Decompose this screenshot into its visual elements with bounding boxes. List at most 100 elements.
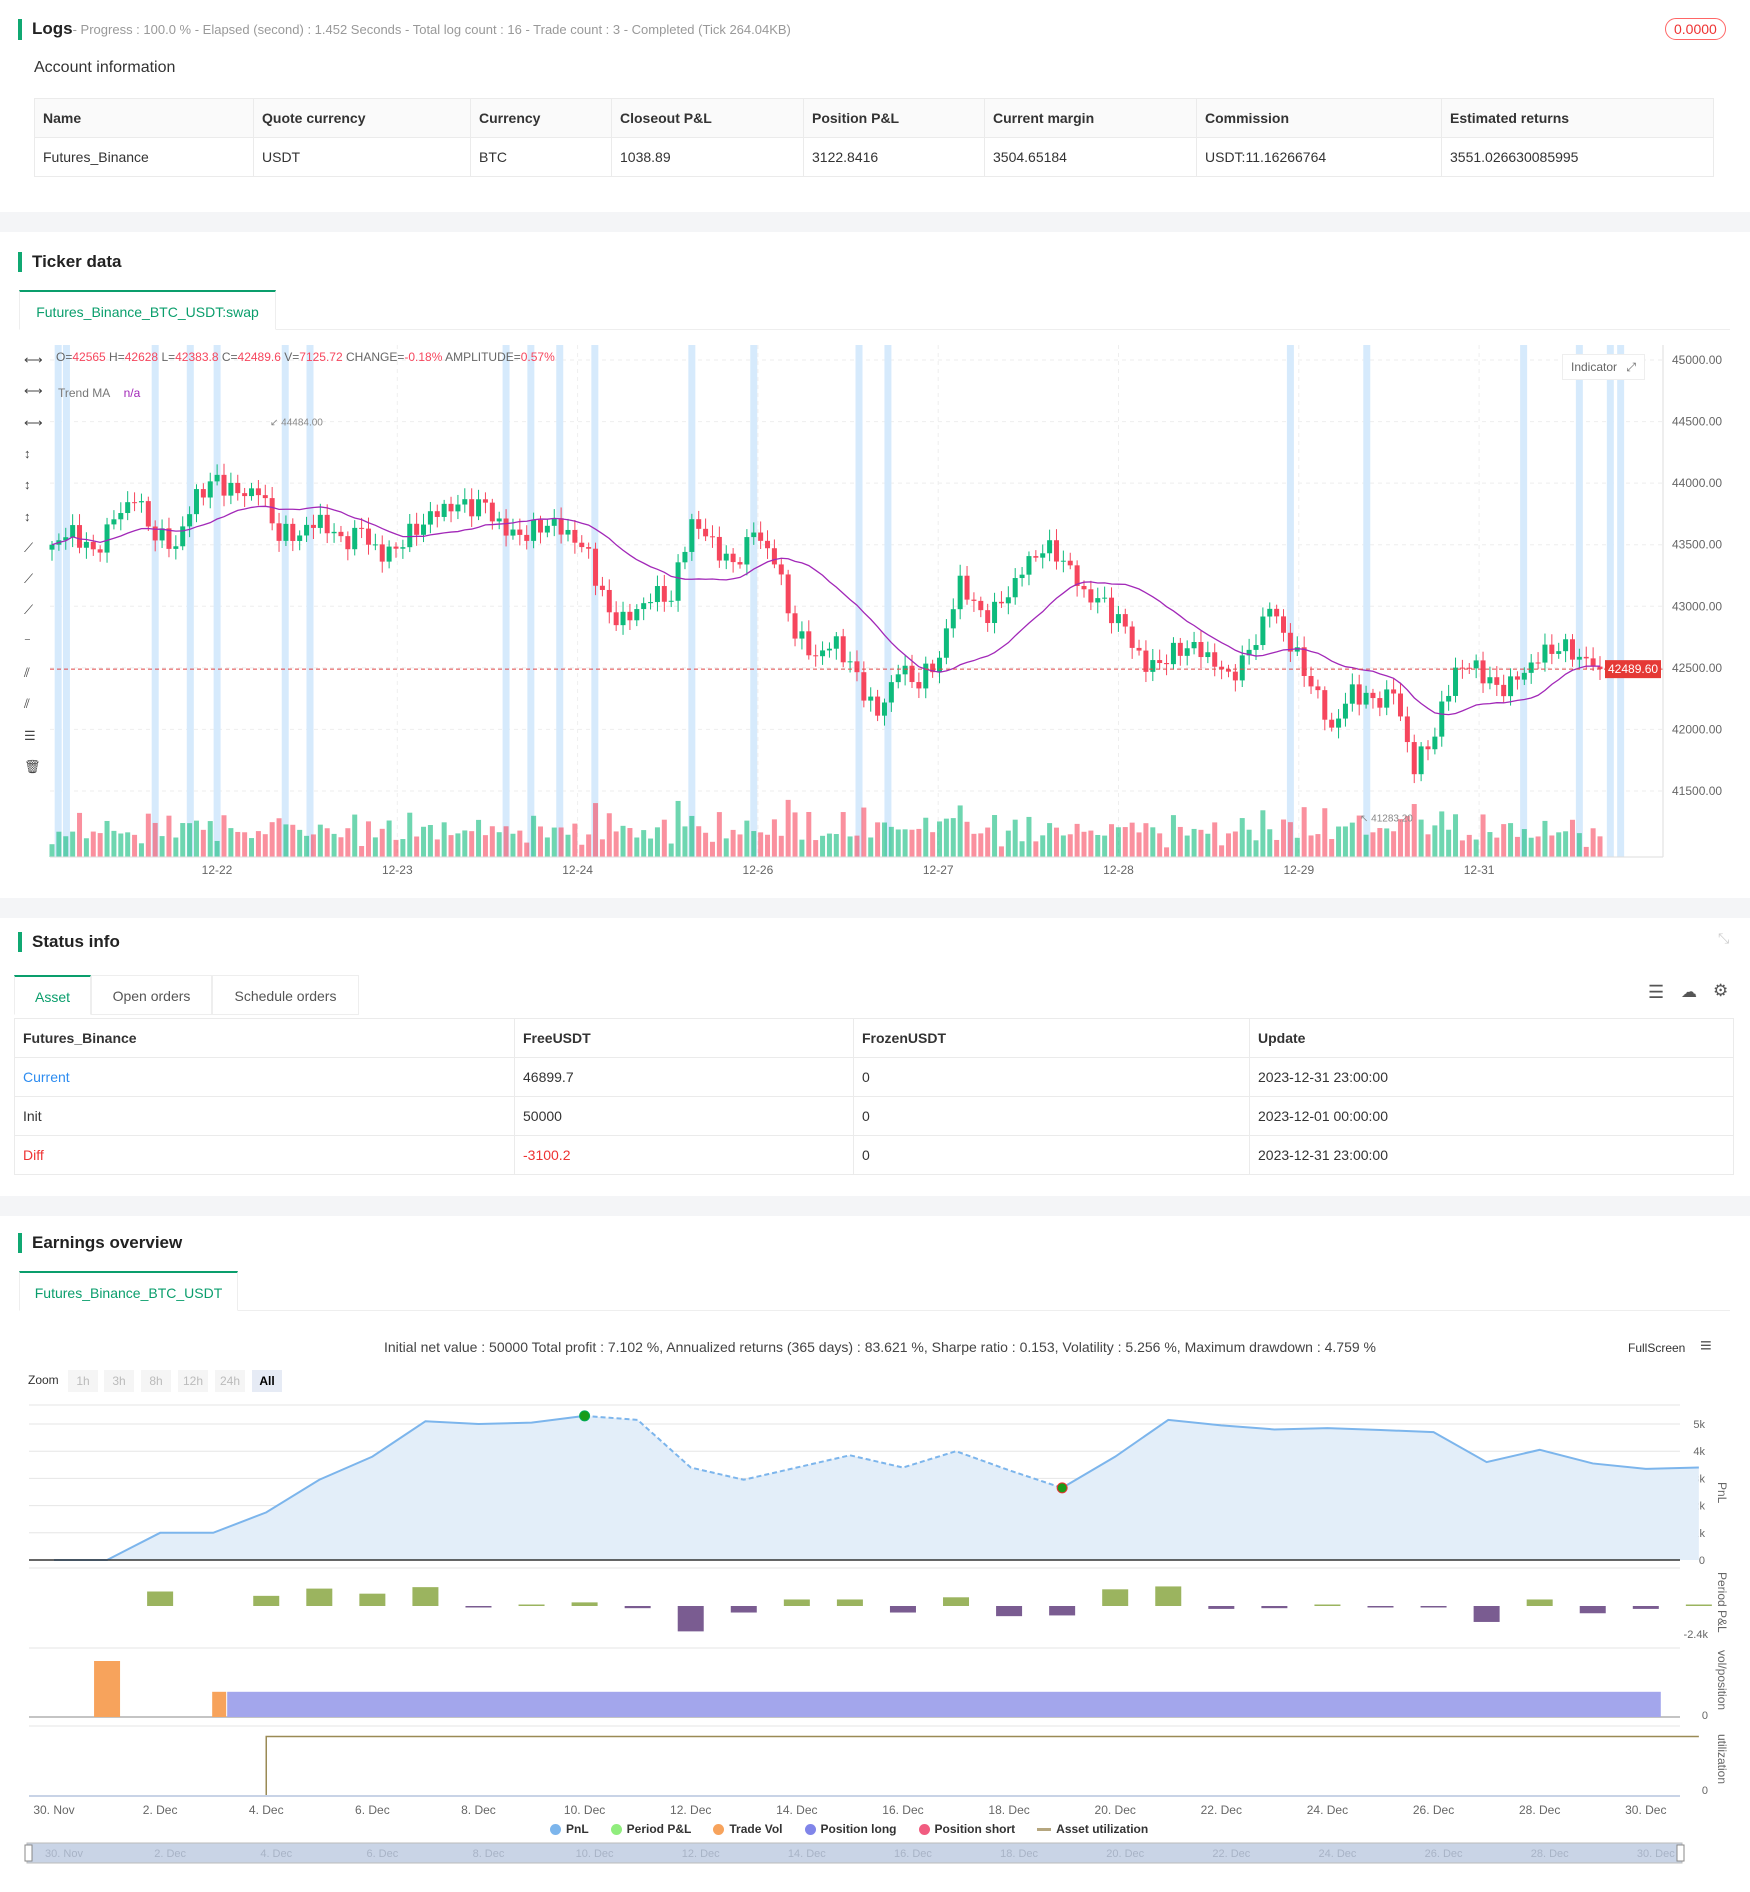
candle-body — [1088, 589, 1094, 603]
list-icon[interactable]: ☰ — [1648, 982, 1665, 1002]
legend-item[interactable]: Trade Vol — [713, 1822, 783, 1836]
y-tick-label: 44000.00 — [1672, 476, 1722, 490]
navigator-tick-label[interactable]: 4. Dec — [260, 1848, 292, 1860]
segment-line-icon[interactable]: ⟋ — [24, 602, 34, 618]
navigator-tick-label[interactable]: 8. Dec — [473, 1848, 505, 1860]
navigator-tick-label[interactable]: 18. Dec — [1000, 1848, 1038, 1860]
horizontal-ray-icon[interactable]: ⟷ — [24, 383, 43, 399]
period-pnl-bar — [465, 1606, 492, 1608]
legend-item[interactable]: PnL — [550, 1822, 589, 1836]
navigator-tick-label[interactable]: 30. Nov — [45, 1848, 83, 1860]
candle-body — [1170, 642, 1176, 665]
candle-body — [200, 489, 206, 498]
candle-body — [806, 631, 812, 656]
row-label-current[interactable]: Current — [14, 1057, 515, 1097]
navigator-tick-label[interactable]: 14. Dec — [788, 1848, 826, 1860]
legend-item[interactable]: Asset utilization — [1037, 1822, 1148, 1836]
period-pnl-bar — [571, 1602, 598, 1606]
trash-icon[interactable]: 🗑 — [24, 758, 41, 774]
fullscreen-button[interactable]: FullScreen — [1628, 1341, 1686, 1355]
collapse-icon[interactable]: ⤡ — [1718, 930, 1730, 946]
zoom-24h[interactable]: 24h — [215, 1370, 245, 1392]
price-label-icon[interactable]: ⁻ — [24, 633, 31, 649]
volume-bar — [111, 830, 117, 857]
legend-item[interactable]: Period P&L — [610, 1822, 691, 1836]
tab-ticker-symbol[interactable]: Futures_Binance_BTC_USDT:swap — [19, 290, 276, 330]
volume-bar — [1287, 822, 1293, 857]
period-pnl-bar — [783, 1599, 810, 1606]
volume-bar — [641, 830, 647, 857]
signal-band — [527, 345, 535, 857]
expand-icon[interactable]: ⤢ — [1626, 360, 1636, 374]
candle-body — [1267, 608, 1273, 617]
navigator-tick-label[interactable]: 24. Dec — [1318, 1848, 1356, 1860]
zoom-8h[interactable]: 8h — [141, 1370, 171, 1392]
legend-label: Asset utilization — [1056, 1822, 1149, 1836]
navigator-tick-label[interactable]: 16. Dec — [894, 1848, 932, 1860]
period-pnl-bar — [147, 1591, 174, 1606]
navigator-tick-label[interactable]: 22. Dec — [1212, 1848, 1250, 1860]
status-title: Status info — [18, 932, 120, 952]
volume-bar — [820, 835, 826, 857]
trend-line-icon[interactable]: ⟋ — [24, 539, 34, 555]
navigator-handle-left[interactable] — [24, 1844, 33, 1862]
menu-icon[interactable]: ≡ — [1700, 1335, 1712, 1357]
navigator-tick-label[interactable]: 10. Dec — [576, 1848, 614, 1860]
vertical-ray-icon[interactable]: ↕ — [24, 477, 31, 493]
horizontal-line-icon[interactable]: ⟷ — [24, 352, 43, 367]
candle-body — [1184, 648, 1190, 656]
candle-body — [923, 663, 929, 689]
c-label: C= — [218, 350, 238, 364]
volume-bar — [180, 823, 186, 857]
volume-bar — [868, 837, 874, 857]
signal-band — [306, 345, 314, 857]
tab-earnings-symbol[interactable]: Futures_Binance_BTC_USDT — [19, 1271, 238, 1311]
navigator-tick-label[interactable]: 26. Dec — [1425, 1848, 1463, 1860]
volume-bar — [1294, 837, 1300, 857]
account-info-title: Account information — [34, 59, 176, 76]
parallel-channel-icon[interactable]: ⫽ — [24, 665, 30, 680]
candle-body — [1005, 597, 1011, 604]
navigator-tick-label[interactable]: 30. Dec — [1637, 1848, 1675, 1860]
zoom-all[interactable]: All — [252, 1370, 282, 1392]
tab-open-orders[interactable]: Open orders — [91, 975, 212, 1015]
x-tick-label: 6. Dec — [355, 1803, 390, 1817]
navigator-handle-right[interactable] — [1676, 1844, 1685, 1862]
zoom-3h[interactable]: 3h — [104, 1370, 134, 1392]
volume-bar — [1453, 814, 1459, 857]
volume-bar — [1411, 804, 1417, 857]
tab-asset[interactable]: Asset — [14, 975, 91, 1015]
candle-body — [1232, 671, 1238, 681]
navigator-tick-label[interactable]: 2. Dec — [154, 1848, 186, 1860]
legend-item[interactable]: Position long — [804, 1822, 897, 1836]
indicator-button[interactable]: Indicator ⤢ — [1562, 354, 1645, 380]
cell: 3122.8416 — [803, 137, 985, 177]
zoom-12h[interactable]: 12h — [178, 1370, 208, 1392]
horizontal-lines-icon[interactable]: ☰ — [24, 727, 36, 743]
candle-body — [180, 526, 186, 547]
candle-body — [606, 589, 612, 613]
tab-schedule-orders[interactable]: Schedule orders — [212, 975, 359, 1015]
candlestick-chart[interactable]: 45000.00 44500.00 44000.00 43500.00 43000.00… — [0, 340, 1750, 885]
navigator-tick-label[interactable]: 20. Dec — [1106, 1848, 1144, 1860]
navigator-tick-label[interactable]: 28. Dec — [1531, 1848, 1569, 1860]
period-pnl-bar — [1632, 1606, 1659, 1609]
vertical-segment-icon[interactable]: ↕ — [24, 508, 31, 524]
ray-line-icon[interactable]: ⟋ — [24, 571, 34, 587]
navigator-tick-label[interactable]: 12. Dec — [682, 1848, 720, 1860]
candle-body — [937, 657, 943, 673]
candle-body — [1019, 574, 1025, 579]
volume-bar — [125, 832, 131, 857]
volume-bar — [400, 839, 406, 857]
horizontal-segment-icon[interactable]: ⟷ — [24, 414, 43, 430]
volume-bar — [1356, 815, 1362, 857]
legend-item[interactable]: Position short — [918, 1822, 1016, 1836]
fib-lines-icon[interactable]: ⫽ — [24, 696, 30, 712]
legend-label: Position short — [934, 1822, 1016, 1836]
gear-icon[interactable]: ⚙ — [1713, 981, 1729, 1000]
vertical-line-icon[interactable]: ↕ — [24, 445, 31, 461]
zoom-1h[interactable]: 1h — [68, 1370, 98, 1392]
cloud-upload-icon[interactable]: ☁ — [1681, 984, 1697, 1001]
navigator-tick-label[interactable]: 6. Dec — [366, 1848, 398, 1860]
